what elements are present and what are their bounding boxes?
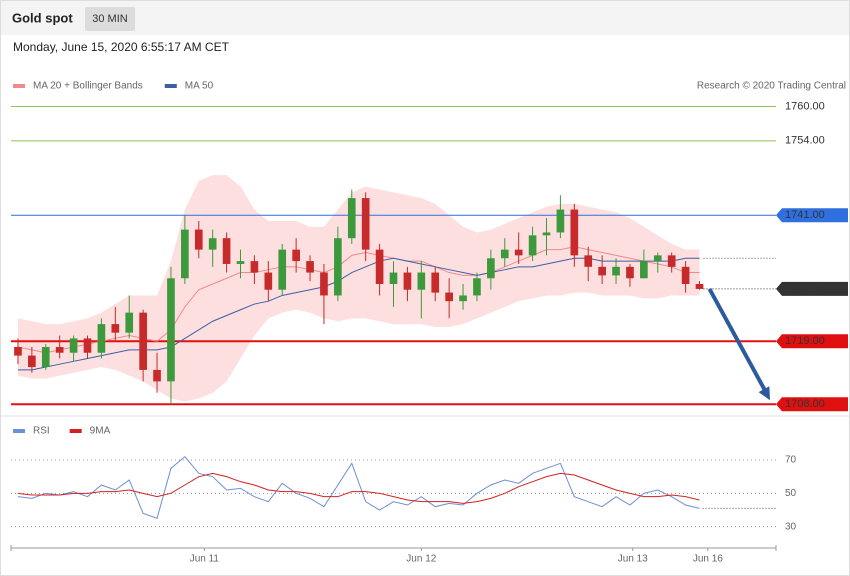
y-tick-label: 30 (785, 521, 797, 532)
level-label: 1760.00 (785, 100, 825, 112)
candle-body (320, 272, 328, 296)
candle-body (640, 261, 648, 279)
candle-body (417, 272, 426, 290)
candle-body (55, 347, 64, 353)
candle-body (514, 249, 523, 256)
candle-body (97, 324, 106, 353)
x-tick-label: Jun 11 (190, 554, 220, 565)
candle-body (250, 261, 259, 273)
candle-body (125, 312, 134, 333)
legend-label: 9MA (90, 426, 111, 437)
candle-body (278, 249, 287, 290)
forecast-arrow (707, 287, 768, 394)
candle-body (222, 238, 231, 264)
candle-body (459, 295, 467, 302)
candle-body (28, 355, 36, 368)
indicator-line (17, 455, 700, 519)
legend-swatch (164, 84, 177, 88)
level-label: 1754.00 (785, 135, 825, 147)
candle-body (584, 255, 593, 267)
candle-body (41, 347, 50, 368)
candle-body (83, 338, 92, 353)
x-tick-label: Jun 16 (693, 554, 723, 565)
level-tag (776, 334, 848, 349)
legend-label: MA 20 + Bollinger Bands (33, 81, 143, 92)
forecast-arrowhead (758, 386, 770, 401)
header-bar (1, 1, 849, 35)
candle-body (626, 266, 634, 279)
legend-label: RSI (33, 426, 50, 437)
candle-body (153, 369, 161, 382)
candle-body (487, 258, 495, 279)
candle-body (139, 312, 147, 370)
candle-body (306, 261, 314, 273)
rsi-panel: RSI 9MA 70 50 30 Jun 11 Jun 12 Jun 13 Jun 16 (10, 426, 797, 565)
candle-body (542, 232, 551, 236)
candle-body (612, 266, 620, 276)
candle-body (361, 198, 370, 250)
candle-body (556, 209, 565, 233)
candle-body (389, 272, 398, 284)
candle-body (528, 235, 537, 256)
y-tick-label: 70 (785, 455, 797, 466)
level-label: 1741.00 (785, 209, 825, 221)
candle-body (264, 272, 273, 290)
legend-label: MA 50 (185, 81, 214, 92)
candle-body (403, 272, 412, 290)
candle-body (69, 338, 78, 353)
y-tick-label: 50 (785, 488, 797, 499)
price-panel: MA 20 + Bollinger Bands MA 50 Research © 2… (11, 81, 848, 412)
candle-body (167, 278, 175, 382)
candle-body (111, 324, 120, 333)
candle-body (431, 272, 440, 293)
candle-body (667, 255, 676, 267)
credit: Research © 2020 Trading Central (697, 81, 846, 92)
level-tag (776, 397, 848, 412)
candle-body (208, 238, 217, 250)
level-tag (776, 208, 848, 223)
candle-body (194, 229, 203, 250)
candle-body (681, 266, 690, 284)
candle-body (653, 255, 662, 262)
level-label: 1708.00 (785, 398, 825, 410)
legend-swatch (69, 429, 82, 433)
interval-label[interactable]: 30 MIN (92, 13, 128, 25)
level-label: 1728.14 (785, 283, 825, 295)
candle-body (570, 209, 579, 256)
candle-body (375, 249, 384, 284)
candle-body (695, 284, 704, 289)
legend-swatch (13, 429, 25, 433)
x-tick-label: Jun 13 (618, 554, 648, 565)
indicator-line (17, 472, 700, 504)
x-tick-label: Jun 12 (406, 554, 436, 565)
candle-body (500, 249, 509, 259)
ma-line (17, 246, 700, 354)
candle-body (598, 266, 606, 276)
interval-badge[interactable] (85, 7, 135, 31)
candle-body (236, 261, 245, 264)
instrument-title: Gold spot (12, 10, 73, 25)
timestamp: Monday, June 15, 2020 6:55:17 AM CET (13, 40, 230, 54)
candle-body (292, 249, 300, 262)
candle-body (347, 198, 356, 239)
candle-body (14, 347, 22, 356)
legend-swatch (13, 84, 25, 88)
level-label: 1719.00 (785, 335, 825, 347)
candle-body (445, 292, 453, 302)
level-tag (776, 281, 848, 296)
candle-body (334, 238, 342, 296)
candle-body (473, 278, 481, 296)
candle-body (181, 229, 189, 279)
